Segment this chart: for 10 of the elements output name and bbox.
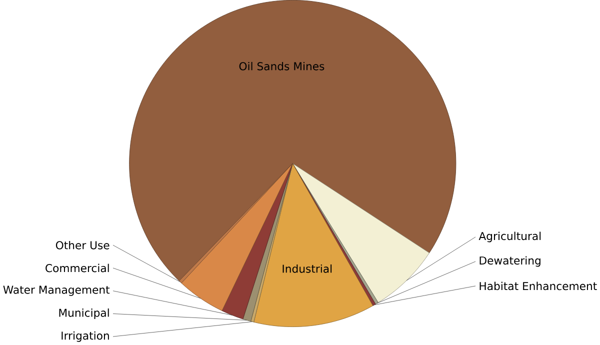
slice-label: Water Management (3, 286, 110, 296)
slice-label: Municipal (59, 308, 109, 320)
slice-label: Oil Sands Mines (239, 62, 324, 70)
slice-label: Other Use (56, 241, 110, 250)
slice-label: Agricultural (478, 232, 541, 242)
slice-label: Habitat Enhancement (480, 282, 597, 290)
slice-label: Industrial (282, 264, 332, 273)
slice-label: Dewatering (480, 256, 540, 267)
slice-label: Commercial (46, 264, 109, 272)
slice-label: Irrigation (62, 331, 109, 342)
